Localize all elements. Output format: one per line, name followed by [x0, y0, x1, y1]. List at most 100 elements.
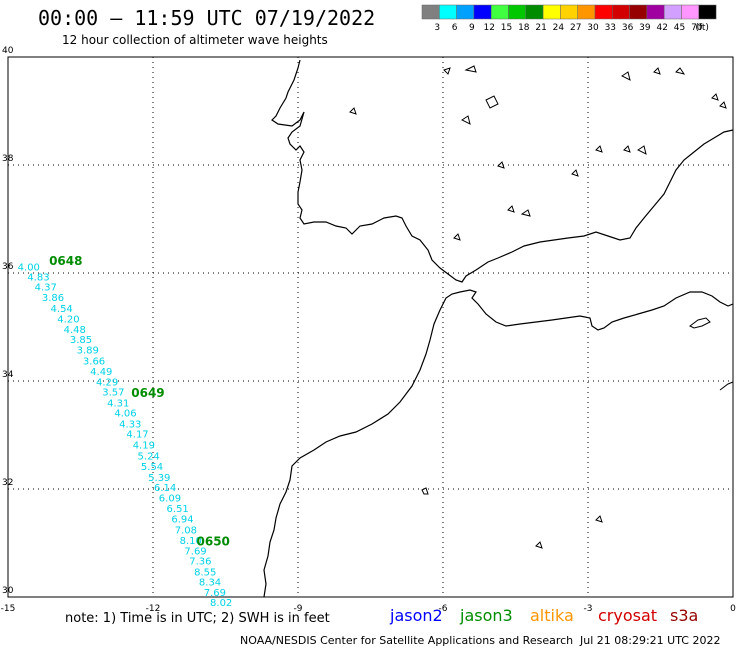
legend-label: 12	[483, 23, 494, 33]
longitude-tick-label: -15	[1, 604, 16, 614]
swh-value: 8.34	[199, 578, 221, 589]
swh-value: 8.55	[194, 567, 216, 578]
legend-label: 6	[452, 23, 458, 33]
swh-value: 4.29	[96, 377, 118, 388]
legend-label: 27	[570, 23, 581, 33]
satellite-track: 4.004.834.373.864.544.204.483.853.893.66…	[18, 254, 233, 609]
legend-swatch	[629, 4, 648, 20]
swh-value: 4.00	[18, 262, 40, 273]
swh-value: 7.69	[204, 588, 226, 599]
track-time-label: 0648	[49, 254, 82, 268]
legend-swatch	[612, 4, 630, 20]
swh-value: 4.33	[119, 419, 141, 430]
swh-value: 4.20	[57, 315, 79, 326]
map-subtitle: 12 hour collection of altimeter wave hei…	[62, 33, 328, 47]
legend-swatch	[473, 4, 492, 20]
legend-label: 39	[639, 23, 651, 33]
legend-swatch	[698, 4, 717, 20]
swh-value: 7.08	[175, 525, 197, 536]
axis-tick-labels: -15 -12 -9 -6 -3 0 30 32 34 36 38 40	[1, 46, 736, 614]
footer-note: note: 1) Time is in UTC; 2) SWH is in fe…	[65, 611, 330, 626]
satellite-name: jason3	[460, 606, 513, 625]
legend-swatch	[542, 4, 561, 20]
generated-timestamp: Jul 21 08:29:21 UTC 2022	[580, 634, 721, 647]
latitude-tick-label: 40	[2, 46, 14, 56]
longitude-tick-label: 0	[730, 604, 736, 614]
swh-value: 4.49	[90, 367, 112, 378]
longitude-tick-label: -6	[439, 604, 448, 614]
swh-value: 6.14	[154, 483, 176, 494]
swh-value: 7.69	[184, 546, 206, 557]
legend-unit: (ft)	[695, 23, 709, 33]
latitude-tick-label: 36	[2, 262, 14, 272]
swh-value: 4.37	[35, 282, 57, 293]
credit-line: NOAA/NESDIS Center for Satellite Applica…	[240, 634, 574, 647]
swh-value: 5.24	[138, 451, 160, 462]
legend-swatch	[560, 4, 578, 20]
swh-value: 5.39	[148, 473, 170, 484]
legend-label: 33	[605, 23, 616, 33]
legend-label: 70	[691, 23, 703, 33]
swh-value: 6.09	[159, 493, 181, 504]
coastline-africa	[263, 289, 734, 598]
legend-label: 24	[553, 23, 565, 33]
swh-value: 3.89	[77, 345, 99, 356]
legend-swatch	[490, 4, 509, 20]
satellite-name: altika	[530, 606, 574, 625]
swh-value: 4.83	[27, 273, 49, 284]
swh-value: 3.57	[102, 388, 124, 399]
coastline-iberia	[271, 59, 734, 283]
swh-value: 5.54	[141, 462, 163, 473]
graticule	[8, 57, 733, 597]
legend-label: 21	[535, 23, 546, 33]
latitude-tick-label: 34	[2, 370, 14, 380]
legend-label: 15	[501, 23, 512, 33]
satellite-name: s3a	[670, 606, 699, 625]
latitude-tick-label: 32	[2, 478, 13, 488]
coastline-fragment	[719, 381, 734, 391]
legend-swatch	[525, 4, 544, 20]
legend-label: 45	[674, 23, 685, 33]
swh-value: 6.51	[167, 504, 189, 515]
legend-swatch	[508, 4, 527, 20]
swh-value: 6.94	[171, 514, 193, 525]
track-time-label: 0650	[197, 535, 230, 549]
legend-label: 3	[434, 23, 440, 33]
legend-swatch	[646, 4, 665, 20]
legend-swatch	[421, 4, 440, 20]
map-frame	[7, 56, 734, 598]
swh-value: 4.17	[126, 430, 148, 441]
coastline-fragment	[349, 65, 727, 549]
track-time-label: 0649	[131, 386, 164, 400]
latitude-tick-label: 30	[2, 586, 14, 596]
legend-swatch	[439, 4, 457, 20]
legend-label: 18	[518, 23, 530, 33]
legend-swatch	[663, 4, 682, 20]
legend-swatch	[456, 4, 475, 20]
satellite-name: cryosat	[598, 606, 658, 625]
longitude-tick-label: -9	[294, 604, 303, 614]
swh-value: 8.02	[210, 598, 232, 609]
longitude-tick-label: -12	[146, 604, 161, 614]
swh-value: 8.10	[180, 536, 202, 547]
longitude-tick-label: -3	[584, 604, 593, 614]
swh-value: 4.19	[133, 441, 155, 452]
swh-value: 7.36	[189, 557, 211, 568]
color-legend: 3 6 9 12 15 18 21 24 27 30 33 36 39 42 45 70(ft)	[421, 4, 717, 33]
swh-value: 3.85	[70, 335, 92, 346]
swh-value: 3.66	[83, 356, 105, 367]
satellite-name: jason2	[390, 606, 443, 625]
island-balearic	[689, 317, 711, 329]
map-title: 00:00 – 11:59 UTC 07/19/2022	[38, 6, 376, 30]
legend-label: 36	[622, 23, 634, 33]
swh-value: 4.54	[51, 304, 73, 315]
latitude-tick-label: 38	[2, 154, 14, 164]
swh-value: 4.48	[64, 325, 86, 336]
legend-swatch	[594, 4, 613, 20]
swh-value: 4.31	[107, 398, 129, 409]
swh-value: 4.06	[114, 409, 136, 420]
legend-label: 42	[656, 23, 667, 33]
swh-value: 3.86	[42, 293, 64, 304]
legend-swatch	[577, 4, 596, 20]
